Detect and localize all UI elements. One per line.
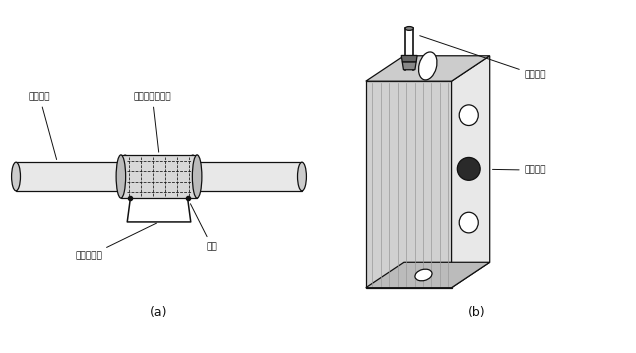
Ellipse shape (143, 162, 149, 191)
Polygon shape (16, 162, 146, 191)
Text: 焊接锂管: 焊接锂管 (420, 36, 546, 79)
Ellipse shape (298, 162, 307, 191)
Text: 锂接线盒: 锂接线盒 (492, 166, 546, 175)
Ellipse shape (11, 162, 20, 191)
Ellipse shape (169, 162, 175, 191)
Ellipse shape (116, 155, 126, 198)
Text: (a): (a) (150, 306, 168, 319)
Polygon shape (172, 162, 302, 191)
Text: 接地跨接线: 接地跨接线 (76, 223, 156, 261)
Polygon shape (401, 55, 417, 62)
Polygon shape (366, 262, 490, 288)
Polygon shape (366, 56, 490, 81)
Ellipse shape (459, 212, 478, 233)
Ellipse shape (459, 158, 478, 179)
Text: (b): (b) (468, 306, 486, 319)
Text: 焊接锂管: 焊接锂管 (29, 92, 57, 160)
Ellipse shape (418, 52, 437, 80)
Text: 套接管（管箍）: 套接管（管箍） (134, 92, 171, 152)
Polygon shape (402, 62, 416, 70)
Polygon shape (125, 155, 145, 198)
Ellipse shape (459, 105, 478, 126)
Polygon shape (366, 81, 452, 288)
Ellipse shape (405, 26, 413, 30)
Ellipse shape (415, 269, 432, 281)
Ellipse shape (457, 157, 480, 180)
Ellipse shape (192, 155, 202, 198)
Polygon shape (121, 155, 197, 198)
Text: 焊点: 焊点 (190, 204, 218, 251)
Polygon shape (173, 155, 193, 198)
Polygon shape (452, 56, 490, 288)
